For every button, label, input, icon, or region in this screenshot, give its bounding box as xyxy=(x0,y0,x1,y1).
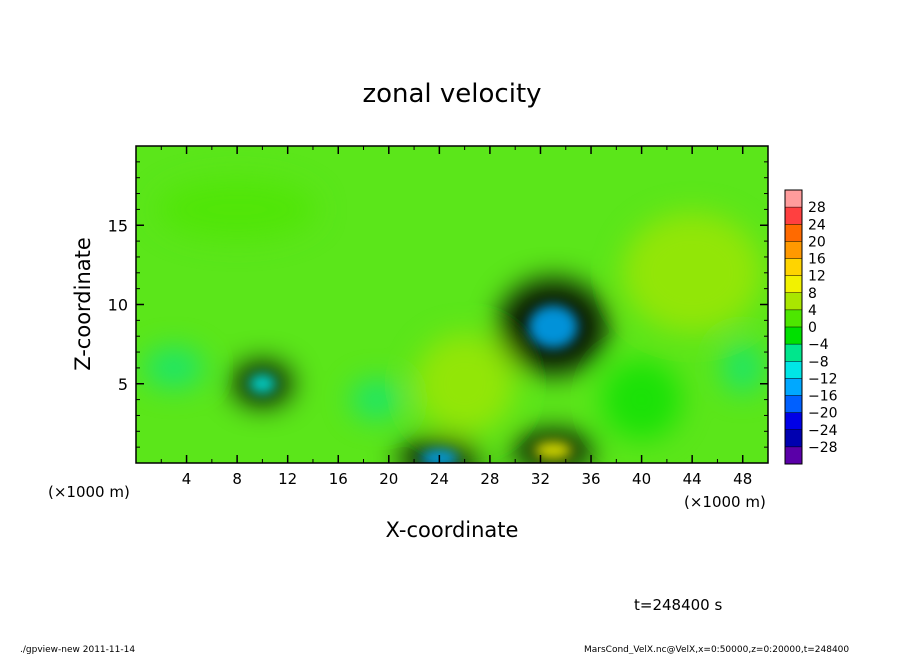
colorbar-label-4: 12 xyxy=(808,269,826,285)
x-tick-label-0: 4 xyxy=(182,470,192,488)
colorbar-label-10: −12 xyxy=(808,371,838,387)
colorbar-label-0: 28 xyxy=(808,200,826,216)
x-tick-label-2: 12 xyxy=(278,470,297,488)
colorbar-swatch-7 xyxy=(785,309,802,328)
field-patch-2 xyxy=(414,333,515,434)
colorbar-swatch-8 xyxy=(785,327,802,345)
x-axis-label: X-coordinate xyxy=(386,518,519,542)
footer-program: ./gpview-new 2011-11-14 xyxy=(20,645,135,654)
colorbar-label-2: 20 xyxy=(808,234,826,250)
colorbar-label-7: 0 xyxy=(808,320,817,336)
x-tick-label-9: 40 xyxy=(632,470,651,488)
time-label: t=248400 s xyxy=(634,596,722,614)
x-tick-label-8: 36 xyxy=(581,470,600,488)
colorbar-swatch-10 xyxy=(785,361,802,379)
colorbar-swatch-9 xyxy=(785,344,802,362)
colorbar-swatch-4 xyxy=(785,258,802,277)
colorbar-swatch-14 xyxy=(785,429,802,448)
colorbar-label-12: −20 xyxy=(808,406,838,422)
heatmap-field xyxy=(135,145,769,464)
colorbar-label-6: 4 xyxy=(808,303,817,319)
field-feature-core-0 xyxy=(528,305,578,349)
field-patch-6 xyxy=(143,347,204,388)
y-axis-ticks: 5 10 15 xyxy=(108,161,768,448)
x-tick-label-4: 20 xyxy=(379,470,398,488)
x-tick-label-10: 44 xyxy=(683,470,702,488)
x-axis-ticks: 4 8 12 16 20 24 28 32 36 40 44 48 xyxy=(160,146,752,488)
colorbar-swatch-13 xyxy=(785,412,802,431)
chart-title: zonal velocity xyxy=(362,79,541,109)
colorbar-swatch-1 xyxy=(785,207,802,225)
colorbar-label-14: −28 xyxy=(808,440,838,456)
y-axis-label: Z-coordinate xyxy=(71,237,95,371)
colorbar-label-3: 16 xyxy=(808,252,826,268)
colorbar-swatch-3 xyxy=(785,241,802,259)
y-tick-label-2: 15 xyxy=(108,216,128,235)
field-patch-0 xyxy=(622,212,763,333)
colorbar-label-9: −8 xyxy=(808,354,829,370)
colorbar-swatch-12 xyxy=(785,395,802,414)
x-tick-label-6: 28 xyxy=(480,470,499,488)
colorbar-swatch-0 xyxy=(785,190,802,208)
x-unit-label-left: (×1000 m) xyxy=(48,483,130,501)
colorbar-label-5: 8 xyxy=(808,286,817,302)
colorbar-swatch-5 xyxy=(785,275,802,294)
field-patch-5 xyxy=(351,379,402,420)
colorbar-swatch-15 xyxy=(785,446,802,465)
colorbar-label-13: −24 xyxy=(808,423,838,439)
x-unit-label-right: (×1000 m) xyxy=(684,493,766,511)
field-feature-core-1 xyxy=(248,373,276,394)
colorbar-label-11: −16 xyxy=(808,389,838,405)
field-patch-3 xyxy=(601,359,682,440)
x-tick-label-3: 16 xyxy=(329,470,348,488)
x-tick-label-1: 8 xyxy=(232,470,242,488)
colorbar-swatch-2 xyxy=(785,224,802,242)
y-tick-label-0: 5 xyxy=(118,375,128,394)
colorbar-swatch-11 xyxy=(785,378,802,396)
footer-source: MarsCond_VelX.nc@VelX,x=0:50000,z=0:2000… xyxy=(584,645,849,654)
field-feature-core-2 xyxy=(534,441,573,460)
field-patch-1 xyxy=(157,179,318,240)
y-tick-label-1: 10 xyxy=(108,296,128,315)
x-tick-label-5: 24 xyxy=(430,470,449,488)
colorbar-swatch-6 xyxy=(785,292,802,311)
field-patch-4 xyxy=(722,342,763,393)
x-tick-label-11: 48 xyxy=(733,470,752,488)
colorbar-label-1: 24 xyxy=(808,217,826,233)
colorbar-label-8: −4 xyxy=(808,337,829,353)
x-tick-label-7: 32 xyxy=(531,470,550,488)
